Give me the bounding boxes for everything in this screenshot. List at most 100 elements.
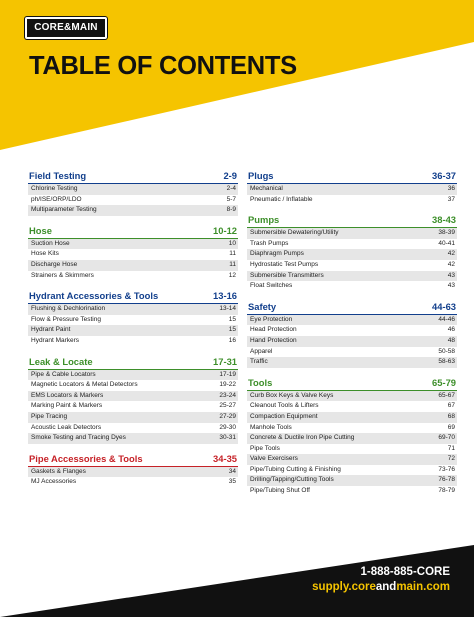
toc-entry[interactable]: Hydrostatic Test Pumps 42 — [247, 260, 457, 271]
toc-entry[interactable]: Valve Exercisers 72 — [247, 454, 457, 465]
toc-entry[interactable]: Marking Paint & Markers 25-27 — [28, 401, 238, 412]
toc-entry[interactable]: Traffic 58-63 — [247, 357, 457, 368]
toc-entry[interactable]: Hand Protection 48 — [247, 335, 457, 347]
entry-label: Flushing & Dechlorination — [31, 305, 106, 313]
entry-label: Hydrant Markers — [31, 336, 80, 344]
entry-label: Pipe/Tubing Shut Off — [250, 487, 310, 495]
toc-entry[interactable]: Pipe & Cable Locators 17-19 — [28, 369, 238, 381]
toc-entry[interactable]: Diaphragm Pumps 42 — [247, 249, 457, 260]
toc-entry[interactable]: Trash Pumps 40-41 — [247, 239, 457, 250]
section-heading[interactable]: Leak & Locate 17-31 — [28, 356, 238, 370]
entry-page: 67 — [447, 402, 455, 410]
entry-page: 46 — [447, 326, 455, 334]
toc-entry[interactable]: Curb Box Keys & Valve Keys 65-67 — [247, 390, 457, 402]
entry-label: Mechanical — [250, 185, 283, 192]
toc-left-column: Field Testing 2-9 Chlorine Testing 2-4 ph/IS… — [28, 170, 238, 497]
footer-background — [0, 545, 474, 617]
section-heading[interactable]: Pumps 38-43 — [247, 214, 457, 229]
dark-band — [0, 545, 474, 617]
entry-label: Cleanout Tools & Lifters — [250, 402, 319, 410]
entry-label: Diaphragm Pumps — [250, 250, 304, 258]
toc-entry[interactable]: Cleanout Tools & Lifters 67 — [247, 401, 457, 412]
toc-entry[interactable]: Pipe Tools 71 — [247, 444, 457, 455]
entry-page: 36 — [447, 185, 455, 192]
section-item-list: Submersible Dewatering/Utility 38-39 Trash… — [247, 228, 457, 292]
section-heading[interactable]: Field Testing 2-9 — [28, 170, 238, 184]
entry-label: Pipe Tracing — [31, 412, 68, 420]
entry-label: Float Switches — [250, 282, 293, 290]
toc-entry[interactable]: Submersible Transmitters 43 — [247, 270, 457, 282]
toc-entry[interactable]: Multiparameter Testing 8-9 — [28, 205, 238, 216]
section-heading[interactable]: Hydrant Accessories & Tools 13-16 — [28, 290, 238, 305]
toc-entry[interactable]: Acoustic Leak Detectors 29-30 — [28, 423, 238, 434]
entry-page: 76-78 — [438, 476, 455, 484]
toc-section: Pipe Accessories & Tools 34-35 Gaskets & F… — [28, 453, 238, 488]
section-heading[interactable]: Pipe Accessories & Tools 34-35 — [28, 453, 238, 467]
section-pages: 65-79 — [432, 376, 456, 388]
section-title: Hose — [29, 224, 52, 236]
yellow-band — [0, 0, 474, 150]
toc-entry[interactable]: Smoke Testing and Tracing Dyes 30-31 — [28, 433, 238, 444]
toc-entry[interactable]: Chlorine Testing 2-4 — [28, 184, 238, 195]
toc-entry[interactable]: Concrete & Ductile Iron Pipe Cutting 69-7… — [247, 433, 457, 444]
toc-entry[interactable]: Float Switches 43 — [247, 281, 457, 292]
toc-entry[interactable]: Drilling/Tapping/Cutting Tools 76-78 — [247, 475, 457, 487]
toc-section: Pumps 38-43 Submersible Dewatering/Utility… — [247, 214, 457, 292]
section-heading[interactable]: Safety 44-63 — [247, 301, 457, 315]
toc-section: Hydrant Accessories & Tools 13-16 Flushing… — [28, 290, 238, 346]
section-heading[interactable]: Tools 65-79 — [247, 377, 457, 391]
entry-page: 37 — [447, 195, 455, 203]
entry-label: Acoustic Leak Detectors — [31, 423, 102, 431]
toc-entry[interactable]: Pipe Tracing 27-29 — [28, 411, 238, 423]
toc-entry[interactable]: Magnetic Locators & Metal Detectors 19-22 — [28, 380, 238, 391]
entry-page: 40-41 — [438, 239, 455, 247]
toc-entry[interactable]: Hydrant Markers 16 — [28, 336, 238, 347]
toc-entry[interactable]: Flushing & Dechlorination 13-14 — [28, 304, 238, 315]
entry-page: 68 — [447, 412, 455, 420]
section-heading[interactable]: Plugs 36-37 — [247, 170, 457, 184]
section-pages: 44-63 — [432, 300, 456, 312]
toc-entry[interactable]: Head Protection 46 — [247, 325, 457, 336]
toc-entry[interactable]: ph/ISE/ORP/LDO 5-7 — [28, 195, 238, 206]
entry-page: 34 — [228, 467, 236, 475]
section-item-list: Mechanical 36 Pneumatic / Inflatable 37 — [247, 184, 457, 205]
toc-entry[interactable]: Pipe/Tubing Shut Off 78-79 — [247, 486, 457, 497]
section-title: Field Testing — [29, 170, 87, 181]
toc-entry[interactable]: Pipe/Tubing Cutting & Finishing 73-76 — [247, 465, 457, 476]
section-item-list: Suction Hose 10 Hose Kits 11 Discharge Hose 1… — [28, 238, 238, 282]
toc-section: Plugs 36-37 Mechanical 36 Pneumatic / Inflat… — [247, 170, 457, 205]
entry-label: Submersible Dewatering/Utility — [250, 229, 339, 237]
toc-entry[interactable]: Compaction Equipment 68 — [247, 411, 457, 423]
toc-entry[interactable]: Flow & Pressure Testing 15 — [28, 315, 238, 326]
entry-label: MJ Accessories — [31, 478, 77, 486]
toc-section: Tools 65-79 Curb Box Keys & Valve Keys 65-6… — [247, 377, 457, 497]
entry-page: 30-31 — [219, 434, 236, 442]
toc-entry[interactable]: Strainers & Skimmers 12 — [28, 271, 238, 282]
toc-entry[interactable]: Pneumatic / Inflatable 37 — [247, 195, 457, 206]
toc-entry[interactable]: Discharge Hose 11 — [28, 259, 238, 271]
toc-entry[interactable]: Manhole Tools 69 — [247, 423, 457, 434]
section-item-list: Gaskets & Flanges 34 MJ Accessories 35 — [28, 466, 238, 488]
entry-page: 11 — [229, 260, 236, 268]
entry-page: 71 — [447, 444, 455, 452]
toc-section: Field Testing 2-9 Chlorine Testing 2-4 ph/IS… — [28, 170, 238, 216]
toc-entry[interactable]: Suction Hose 10 — [28, 238, 238, 250]
toc-entry[interactable]: Submersible Dewatering/Utility 38-39 — [247, 228, 457, 239]
toc-entry[interactable]: Hose Kits 11 — [28, 249, 238, 260]
toc-entry[interactable]: EMS Locators & Markers 23-24 — [28, 390, 238, 402]
section-pages: 17-31 — [213, 355, 237, 367]
entry-label: Discharge Hose — [31, 260, 78, 268]
toc-entry[interactable]: Mechanical 36 — [247, 184, 457, 195]
section-pages: 13-16 — [213, 290, 237, 302]
toc-entry[interactable]: Apparel 50-58 — [247, 347, 457, 358]
toc-entry[interactable]: MJ Accessories 35 — [28, 477, 238, 488]
toc-entry[interactable]: Eye Protection 44-46 — [247, 314, 457, 326]
section-heading[interactable]: Hose 10-12 — [28, 225, 238, 239]
footer-url[interactable]: supply.coreandmain.com — [312, 581, 450, 593]
entry-page: 16 — [228, 336, 236, 344]
entry-page: 58-63 — [438, 358, 455, 366]
entry-page: 15 — [228, 326, 236, 334]
toc-entry[interactable]: Hydrant Paint 15 — [28, 325, 238, 336]
entry-label: Hydrostatic Test Pumps — [250, 260, 319, 268]
toc-entry[interactable]: Gaskets & Flanges 34 — [28, 466, 238, 478]
